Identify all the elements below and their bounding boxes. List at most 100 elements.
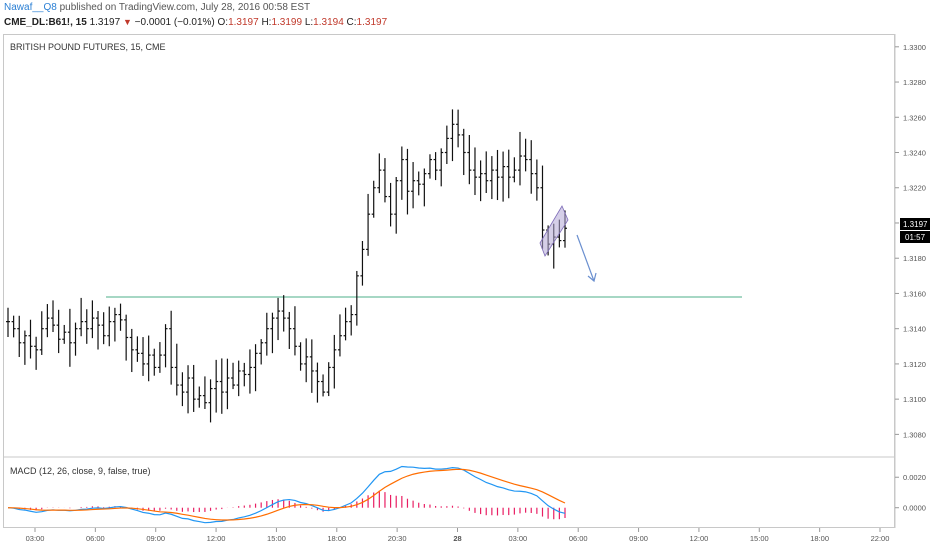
author-link[interactable]: Nawaf__Q8 xyxy=(4,2,57,13)
ohlc-bar xyxy=(287,311,292,349)
ohlc-bar xyxy=(472,147,477,196)
ohlc-bar xyxy=(411,162,416,209)
publish-line: Nawaf__Q8 published on TradingView.com, … xyxy=(4,2,310,13)
ohlc-bar xyxy=(247,349,252,394)
price-tick-label: 1.3080 xyxy=(903,430,926,439)
low-label: L: xyxy=(304,17,314,28)
ohlc-bar xyxy=(484,151,489,194)
ohlc-bar xyxy=(157,342,162,373)
price-tick-label: 1.3140 xyxy=(903,325,926,334)
ohlc-bar xyxy=(315,362,320,403)
time-tick-label: 06:00 xyxy=(86,534,105,543)
ohlc-bar xyxy=(180,372,185,407)
last-price: 1.3197 xyxy=(89,17,121,28)
ohlc-bar xyxy=(174,343,179,396)
high-label: H: xyxy=(261,17,272,28)
ohlc-bar xyxy=(309,339,314,393)
ohlc-bar xyxy=(186,365,191,414)
price-tick-label: 1.3100 xyxy=(903,395,926,404)
ohlc-bar xyxy=(399,146,404,200)
ohlc-bar xyxy=(501,151,506,202)
time-tick-label: 15:00 xyxy=(267,534,286,543)
ohlc-bar xyxy=(214,359,219,413)
macd-indicator xyxy=(7,465,566,524)
chart-header: Nawaf__Q8 published on TradingView.com, … xyxy=(0,0,932,32)
time-tick-label: 15:00 xyxy=(750,534,769,543)
price-channel[interactable] xyxy=(539,205,569,257)
ohlc-bar xyxy=(67,308,72,367)
time-tick-label: 12:00 xyxy=(690,534,709,543)
ohlc-bar xyxy=(444,125,449,165)
ohlc-bar xyxy=(405,148,410,215)
ohlc-bar xyxy=(450,109,455,162)
macd-line xyxy=(7,465,566,524)
ohlc-bar xyxy=(416,171,421,196)
ohlc-bars xyxy=(6,109,567,423)
ohlc-bar xyxy=(6,307,10,338)
ohlc-bar xyxy=(236,360,241,397)
ohlc-bar xyxy=(529,140,534,194)
last-price-tag xyxy=(900,218,930,230)
ohlc-bar xyxy=(242,362,247,387)
price-tick-label: 1.3300 xyxy=(903,43,926,52)
ohlc-bar xyxy=(512,157,517,183)
down-triangle-icon: ▼ xyxy=(122,17,132,27)
ohlc-bar xyxy=(84,309,89,344)
time-tick-label: 03:00 xyxy=(26,534,45,543)
macd-axis: 0.0020 0.0000 xyxy=(895,473,926,513)
time-tick-label: 09:00 xyxy=(629,534,648,543)
ohlc-bar xyxy=(332,334,337,389)
ohlc-bar xyxy=(394,176,399,234)
ohlc-bar xyxy=(152,348,157,376)
close-label: C: xyxy=(346,17,357,28)
ohlc-bar xyxy=(439,148,444,187)
time-tick-label: 09:00 xyxy=(146,534,165,543)
ohlc-bar xyxy=(208,379,213,423)
ohlc-bar xyxy=(45,304,50,338)
time-tick-label: 22:00 xyxy=(871,534,890,543)
ohlc-bar xyxy=(467,134,472,185)
ohlc-bar xyxy=(540,165,545,249)
ohlc-bar xyxy=(34,336,39,370)
publish-text: published on TradingView.com, July 28, 2… xyxy=(59,2,311,13)
ohlc-bar xyxy=(135,336,140,362)
down-arrow-annotation[interactable] xyxy=(576,234,597,283)
ohlc-bar xyxy=(62,324,67,344)
ohlc-bar xyxy=(523,138,528,172)
ohlc-bar xyxy=(506,149,511,199)
last-price-tag-text: 1.3197 xyxy=(903,220,928,229)
ohlc-bar xyxy=(141,337,146,376)
high-value: 1.3199 xyxy=(271,17,303,28)
ohlc-bar xyxy=(456,109,461,148)
ohlc-bar xyxy=(281,295,286,332)
ohlc-bar xyxy=(146,335,151,382)
ohlc-bar xyxy=(219,358,224,414)
ohlc-bar xyxy=(377,153,382,194)
chart-title: BRITISH POUND FUTURES, 15, CME xyxy=(10,42,166,52)
time-tick-label: 12:00 xyxy=(207,534,226,543)
ohlc-bar xyxy=(304,338,309,383)
ohlc-bar xyxy=(129,328,134,373)
open-value: 1.3197 xyxy=(228,17,259,28)
ohlc-bar xyxy=(326,362,331,397)
time-tick-label: 18:00 xyxy=(810,534,829,543)
ohlc-bar xyxy=(534,159,539,201)
ohlc-bar xyxy=(28,319,33,359)
open-label: O: xyxy=(217,17,229,28)
symbol-name[interactable]: CME_DL:B61!, 15 xyxy=(4,17,87,28)
ohlc-bar xyxy=(321,374,326,397)
ohlc-bar xyxy=(343,307,348,341)
ohlc-bar xyxy=(298,342,303,371)
ohlc-bar xyxy=(79,297,84,337)
ohlc-bar xyxy=(73,322,78,356)
ohlc-bar xyxy=(388,182,393,227)
ohlc-bar xyxy=(253,344,258,392)
price-tick-label: 1.3220 xyxy=(903,184,926,193)
ohlc-bar xyxy=(270,312,275,354)
low-value: 1.3194 xyxy=(313,17,344,28)
price-tick-label: 1.3240 xyxy=(903,149,926,158)
ohlc-bar xyxy=(337,314,342,357)
ohlc-bar xyxy=(259,339,264,365)
ohlc-bar xyxy=(360,241,365,286)
